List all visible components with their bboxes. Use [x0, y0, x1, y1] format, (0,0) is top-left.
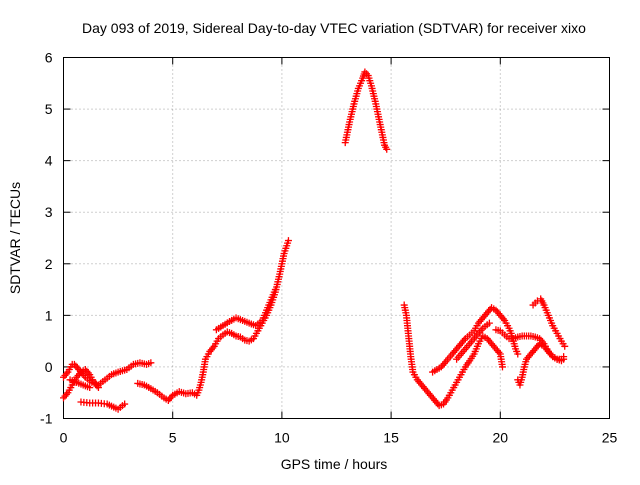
x-tick-label: 20	[493, 430, 509, 446]
data-point	[271, 286, 279, 294]
x-axis-label: GPS time / hours	[281, 456, 388, 472]
series-arc-3	[66, 376, 94, 392]
series-arc-10	[453, 319, 493, 363]
x-tick-label: 25	[602, 430, 618, 446]
y-tick-label: 0	[45, 359, 53, 375]
data-point	[147, 359, 155, 367]
y-tick-label: -1	[40, 411, 53, 427]
series-arc-13	[529, 295, 569, 350]
series-arc-6	[212, 286, 279, 334]
series-arc-12	[514, 340, 568, 389]
data-point	[86, 384, 94, 392]
series-arc-9	[429, 304, 522, 376]
y-tick-label: 4	[45, 153, 53, 169]
x-tick-label: 15	[383, 430, 399, 446]
data-point	[284, 237, 292, 245]
data-point	[514, 350, 522, 358]
data-point	[498, 363, 506, 371]
data-point	[94, 384, 102, 392]
y-tick-label: 3	[45, 204, 53, 220]
y-tick-label: 5	[45, 101, 53, 117]
series-arc-8	[400, 301, 506, 410]
data-point	[485, 319, 493, 327]
x-tick-label: 5	[169, 430, 177, 446]
x-tick-label: 10	[274, 430, 290, 446]
axis-ticks: 0 5 10 15 20 25 -1 0 1 2 3 4 5 6	[40, 50, 617, 446]
plot-frame	[63, 57, 610, 419]
series-arc-7	[341, 68, 391, 153]
data-point	[383, 145, 391, 153]
grid-lines	[63, 57, 610, 419]
series-arc-5	[134, 237, 292, 404]
y-tick-label: 1	[45, 307, 53, 323]
x-tick-label: 0	[60, 430, 68, 446]
chart-title: Day 093 of 2019, Sidereal Day-to-day VTE…	[82, 20, 586, 36]
series-arc-4	[77, 398, 129, 413]
y-tick-label: 6	[45, 50, 53, 66]
y-axis-label: SDTVAR / TECUs	[7, 182, 23, 294]
y-tick-label: 2	[45, 256, 53, 272]
data-marks	[60, 68, 569, 413]
data-point	[121, 400, 129, 408]
data-point	[560, 353, 568, 361]
data-point	[561, 342, 569, 350]
